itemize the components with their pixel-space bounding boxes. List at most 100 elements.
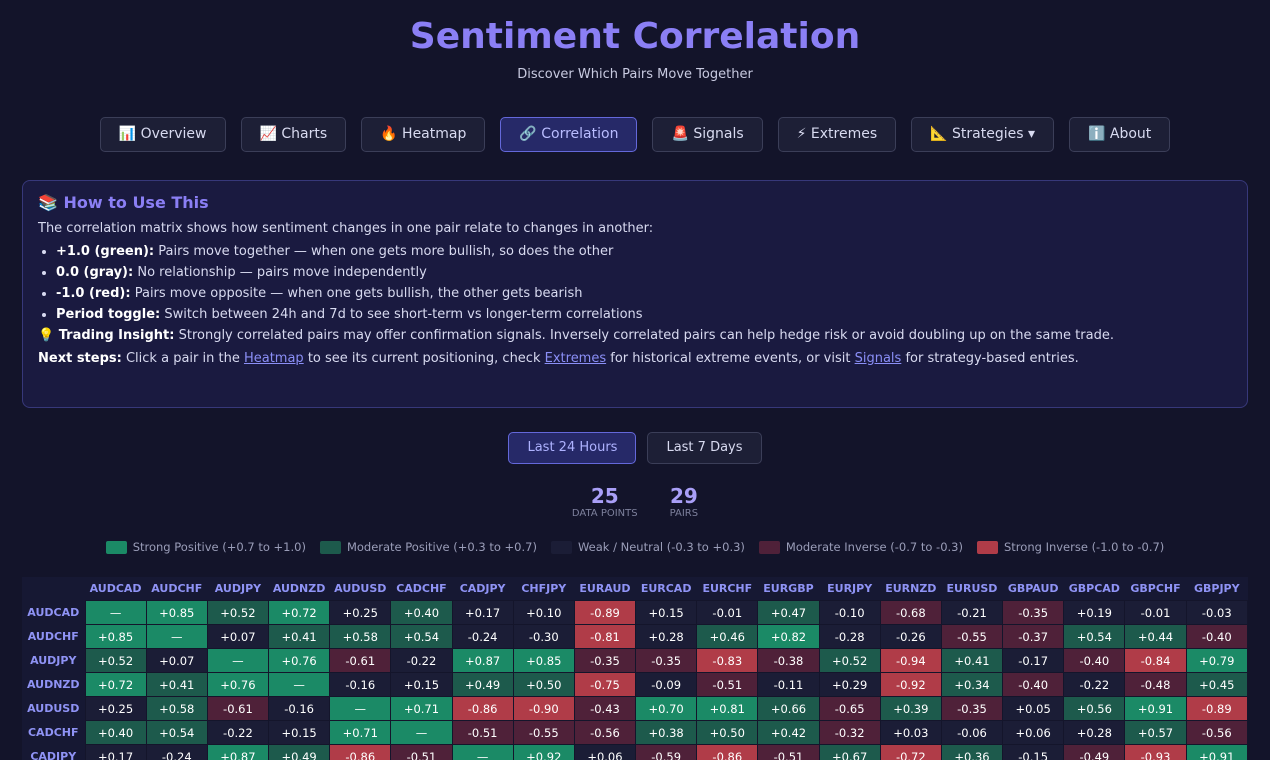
matrix-cell[interactable]: -0.56 bbox=[573, 720, 637, 745]
matrix-cell[interactable]: -0.35 bbox=[940, 696, 1004, 721]
matrix-cell[interactable]: +0.56 bbox=[1063, 696, 1126, 721]
period-button[interactable]: Last 24 Hours bbox=[508, 432, 637, 464]
matrix-cell[interactable]: -0.01 bbox=[1124, 600, 1187, 625]
nav-button[interactable]: 🔥 Heatmap bbox=[361, 117, 486, 152]
matrix-cell[interactable]: -0.16 bbox=[329, 672, 392, 697]
matrix-cell[interactable]: +0.58 bbox=[145, 696, 208, 721]
matrix-cell[interactable]: +0.06 bbox=[1002, 720, 1065, 745]
matrix-cell[interactable]: +0.82 bbox=[757, 624, 820, 649]
matrix-cell[interactable]: +0.54 bbox=[390, 624, 453, 649]
matrix-cell[interactable]: +0.52 bbox=[84, 648, 147, 673]
matrix-cell[interactable]: +0.57 bbox=[1124, 720, 1187, 745]
matrix-cell[interactable]: -0.51 bbox=[757, 744, 820, 760]
matrix-cell[interactable]: +0.19 bbox=[1063, 600, 1126, 625]
matrix-cell[interactable]: +0.41 bbox=[268, 624, 331, 649]
matrix-cell[interactable]: -0.06 bbox=[940, 720, 1004, 745]
matrix-cell[interactable]: +0.91 bbox=[1124, 696, 1187, 721]
matrix-cell[interactable]: -0.86 bbox=[451, 696, 514, 721]
matrix-cell[interactable]: +0.07 bbox=[145, 648, 208, 673]
matrix-cell[interactable]: -0.43 bbox=[573, 696, 637, 721]
matrix-cell[interactable]: -0.61 bbox=[329, 648, 392, 673]
matrix-cell[interactable]: +0.41 bbox=[940, 648, 1004, 673]
matrix-cell[interactable]: -0.65 bbox=[818, 696, 881, 721]
matrix-cell[interactable]: -0.24 bbox=[451, 624, 514, 649]
matrix-cell[interactable]: -0.40 bbox=[1185, 624, 1249, 649]
matrix-cell[interactable]: — bbox=[145, 624, 208, 649]
nav-button[interactable]: 📐 Strategies ▾ bbox=[911, 117, 1055, 152]
nav-button[interactable]: ⚡ Extremes bbox=[777, 117, 897, 152]
matrix-cell[interactable]: — bbox=[329, 696, 392, 721]
matrix-cell[interactable]: -0.92 bbox=[879, 672, 942, 697]
matrix-cell[interactable]: +0.76 bbox=[206, 672, 270, 697]
matrix-cell[interactable]: -0.72 bbox=[879, 744, 942, 760]
matrix-cell[interactable]: +0.87 bbox=[451, 648, 514, 673]
matrix-cell[interactable]: +0.29 bbox=[818, 672, 881, 697]
matrix-cell[interactable]: +0.25 bbox=[84, 696, 147, 721]
matrix-cell[interactable]: -0.15 bbox=[1002, 744, 1065, 760]
matrix-cell[interactable]: +0.67 bbox=[818, 744, 881, 760]
matrix-cell[interactable]: +0.49 bbox=[451, 672, 514, 697]
matrix-cell[interactable]: +0.25 bbox=[329, 600, 392, 625]
nav-link[interactable]: Heatmap bbox=[243, 351, 304, 366]
matrix-cell[interactable]: — bbox=[268, 672, 331, 697]
matrix-cell[interactable]: -0.22 bbox=[206, 720, 270, 745]
nav-button[interactable]: 🔗 Correlation bbox=[500, 117, 638, 152]
matrix-cell[interactable]: -0.55 bbox=[512, 720, 575, 745]
matrix-cell[interactable]: -0.89 bbox=[573, 600, 637, 625]
matrix-cell[interactable]: +0.15 bbox=[268, 720, 331, 745]
matrix-cell[interactable]: +0.81 bbox=[696, 696, 759, 721]
matrix-cell[interactable]: +0.79 bbox=[1185, 648, 1249, 673]
matrix-cell[interactable]: -0.24 bbox=[145, 744, 208, 760]
matrix-cell[interactable]: -0.22 bbox=[390, 648, 453, 673]
matrix-cell[interactable]: +0.72 bbox=[84, 672, 147, 697]
matrix-cell[interactable]: +0.70 bbox=[635, 696, 698, 721]
matrix-cell[interactable]: -0.51 bbox=[451, 720, 514, 745]
matrix-cell[interactable]: +0.07 bbox=[206, 624, 270, 649]
matrix-cell[interactable]: +0.50 bbox=[512, 672, 575, 697]
matrix-cell[interactable]: -0.68 bbox=[879, 600, 942, 625]
matrix-cell[interactable]: +0.28 bbox=[1063, 720, 1126, 745]
matrix-cell[interactable]: -0.48 bbox=[1124, 672, 1187, 697]
matrix-cell[interactable]: +0.10 bbox=[512, 600, 575, 625]
matrix-cell[interactable]: +0.05 bbox=[1002, 696, 1065, 721]
matrix-cell[interactable]: +0.85 bbox=[145, 600, 208, 625]
matrix-cell[interactable]: +0.39 bbox=[879, 696, 942, 721]
matrix-cell[interactable]: -0.40 bbox=[1063, 648, 1126, 673]
matrix-cell[interactable]: — bbox=[390, 720, 453, 745]
matrix-cell[interactable]: +0.41 bbox=[145, 672, 208, 697]
matrix-cell[interactable]: +0.45 bbox=[1185, 672, 1249, 697]
matrix-cell[interactable]: +0.52 bbox=[206, 600, 270, 625]
nav-button[interactable]: 📈 Charts bbox=[240, 117, 347, 152]
matrix-cell[interactable]: -0.35 bbox=[573, 648, 637, 673]
matrix-cell[interactable]: — bbox=[84, 600, 147, 625]
matrix-cell[interactable]: -0.37 bbox=[1002, 624, 1065, 649]
matrix-cell[interactable]: +0.54 bbox=[1063, 624, 1126, 649]
matrix-cell[interactable]: +0.52 bbox=[818, 648, 881, 673]
nav-button[interactable]: ℹ️ About bbox=[1069, 117, 1171, 152]
matrix-cell[interactable]: -0.16 bbox=[268, 696, 331, 721]
matrix-cell[interactable]: — bbox=[451, 744, 514, 760]
matrix-cell[interactable]: +0.17 bbox=[84, 744, 147, 760]
matrix-cell[interactable]: +0.42 bbox=[757, 720, 820, 745]
matrix-cell[interactable]: -0.55 bbox=[940, 624, 1004, 649]
matrix-cell[interactable]: +0.40 bbox=[390, 600, 453, 625]
matrix-cell[interactable]: -0.90 bbox=[512, 696, 575, 721]
matrix-cell[interactable]: +0.34 bbox=[940, 672, 1004, 697]
matrix-cell[interactable]: +0.17 bbox=[451, 600, 514, 625]
matrix-cell[interactable]: +0.38 bbox=[635, 720, 698, 745]
matrix-cell[interactable]: +0.49 bbox=[268, 744, 331, 760]
matrix-cell[interactable]: +0.50 bbox=[696, 720, 759, 745]
nav-button[interactable]: 🚨 Signals bbox=[652, 117, 763, 152]
matrix-cell[interactable]: +0.91 bbox=[1185, 744, 1249, 760]
matrix-cell[interactable]: +0.72 bbox=[268, 600, 331, 625]
matrix-cell[interactable]: -0.11 bbox=[757, 672, 820, 697]
matrix-cell[interactable]: -0.38 bbox=[757, 648, 820, 673]
matrix-cell[interactable]: +0.47 bbox=[757, 600, 820, 625]
matrix-cell[interactable]: +0.87 bbox=[206, 744, 270, 760]
matrix-cell[interactable]: -0.17 bbox=[1002, 648, 1065, 673]
matrix-cell[interactable]: -0.01 bbox=[696, 600, 759, 625]
matrix-cell[interactable]: +0.71 bbox=[329, 720, 392, 745]
matrix-cell[interactable]: +0.58 bbox=[329, 624, 392, 649]
matrix-cell[interactable]: +0.15 bbox=[390, 672, 453, 697]
matrix-cell[interactable]: -0.30 bbox=[512, 624, 575, 649]
